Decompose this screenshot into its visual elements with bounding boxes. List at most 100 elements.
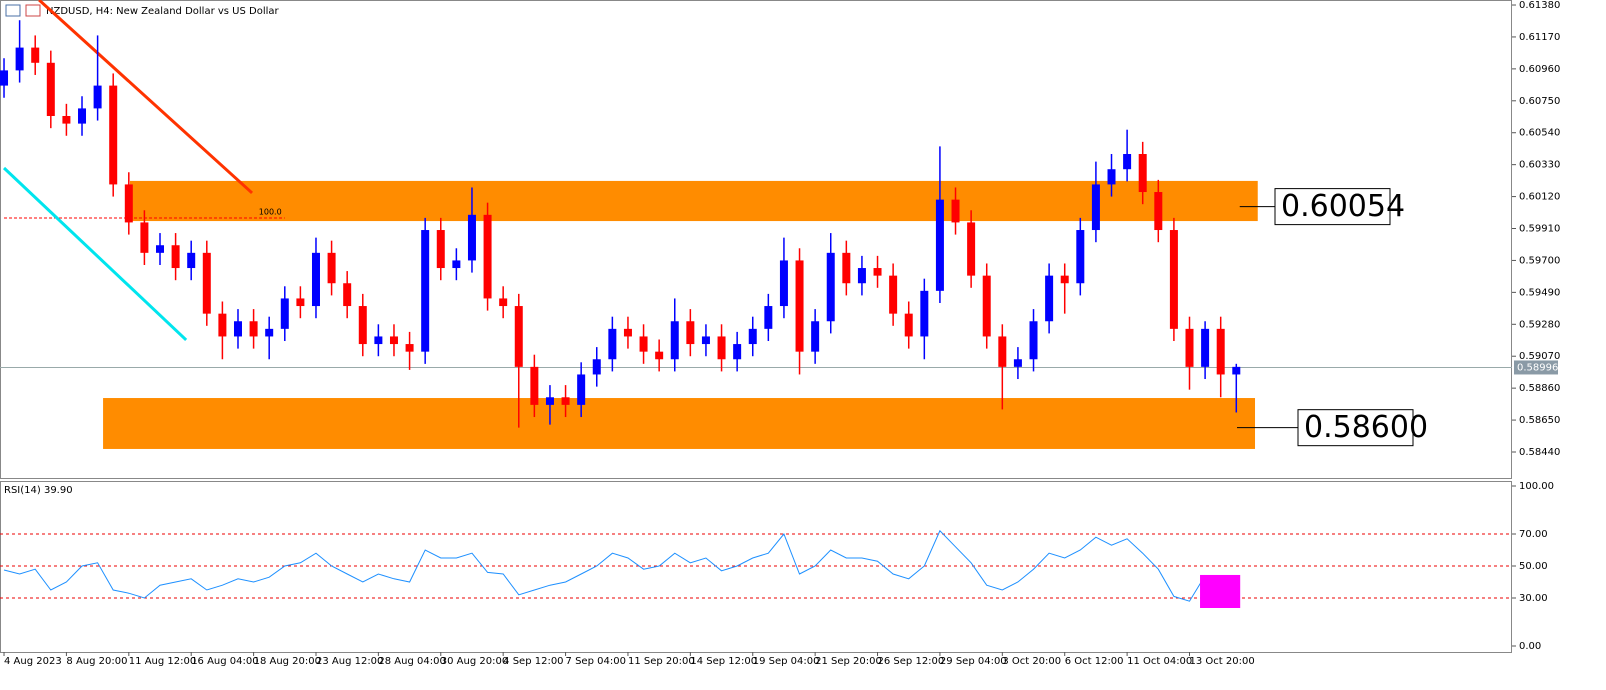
candle-body (171, 245, 180, 269)
candle-body (967, 222, 976, 276)
candle-body (623, 328, 632, 337)
price-panel (0, 0, 1512, 479)
candle-body (265, 328, 274, 337)
x-tick-label: 29 Sep 04:00 (940, 656, 1007, 667)
candle-body (1232, 366, 1241, 375)
candle-body (280, 298, 289, 329)
x-tick-label: 11 Oct 04:00 (1127, 656, 1192, 667)
x-tick-label: 4 Sep 12:00 (503, 656, 563, 667)
candle-body (904, 313, 913, 337)
candle-body (1185, 328, 1194, 367)
candle-body (655, 351, 664, 360)
candle-body (467, 214, 476, 261)
x-tick-label: 26 Sep 12:00 (878, 656, 945, 667)
rsi-highlight (1200, 574, 1241, 608)
x-tick-label: 11 Sep 20:00 (628, 656, 695, 667)
candle-body (0, 70, 9, 86)
candle-body (202, 252, 211, 314)
rsi-line (3, 529, 1237, 602)
candle-body (358, 306, 367, 345)
trend-line (2, 166, 188, 342)
candle-body (109, 85, 118, 185)
candle-body (701, 336, 710, 345)
zone-label-box (1297, 409, 1414, 447)
y-tick-label: 0.59490 (1519, 287, 1560, 298)
candle-body (686, 321, 695, 345)
candle-body (187, 252, 196, 269)
rsi-tick-label: 0.00 (1519, 641, 1541, 652)
candle-body (717, 336, 726, 360)
candle-body (842, 252, 851, 284)
chart-title: NZDUSD, H4: New Zealand Dollar vs US Dol… (46, 6, 280, 17)
y-tick-label: 0.61170 (1519, 32, 1560, 43)
x-tick-label: 30 Aug 20:00 (441, 656, 508, 667)
candle-body (140, 222, 149, 253)
y-tick-label: 0.58860 (1519, 383, 1560, 394)
y-tick-label: 0.59070 (1519, 351, 1560, 362)
candle-body (608, 328, 617, 360)
candle-body (483, 214, 492, 299)
candle-body (452, 260, 461, 269)
candle-body (889, 275, 898, 314)
candle-body (93, 85, 102, 109)
candle-body (1216, 328, 1225, 375)
candle-body (62, 116, 71, 124)
x-tick-label: 16 Aug 04:00 (191, 656, 258, 667)
indicator-title: RSI(14) 39.90 (4, 485, 73, 496)
y-tick-label: 0.58650 (1519, 415, 1560, 426)
candle-body (436, 230, 445, 269)
candle-body (499, 298, 508, 307)
candle-body (857, 268, 866, 284)
candle-body (764, 306, 773, 329)
y-tick-label: 0.59700 (1519, 255, 1560, 266)
candle-body (795, 260, 804, 352)
candle-body (733, 344, 742, 360)
candle-body (811, 321, 820, 352)
x-tick-label: 6 Oct 12:00 (1065, 656, 1124, 667)
rsi-tick-label: 30.00 (1519, 593, 1548, 604)
x-tick-label: 3 Oct 20:00 (1002, 656, 1061, 667)
candle-body (873, 268, 882, 276)
y-tick-label: 0.60750 (1519, 96, 1560, 107)
candle-body (1154, 192, 1163, 231)
candle-body (982, 275, 991, 337)
candle-body (78, 108, 87, 124)
rsi-panel (0, 481, 1512, 653)
candle-body (530, 366, 539, 405)
symbol-icon[interactable] (25, 4, 41, 17)
candle-body (998, 336, 1007, 367)
x-tick-label: 23 Aug 12:00 (316, 656, 383, 667)
candle-body (748, 328, 757, 345)
y-tick-label: 0.58440 (1519, 447, 1560, 458)
trend-line (38, 0, 254, 195)
y-tick-label: 0.59910 (1519, 224, 1560, 235)
x-tick-label: 8 Aug 20:00 (66, 656, 127, 667)
y-tick-label: 0.60120 (1519, 192, 1560, 203)
menu-icon[interactable] (5, 4, 21, 17)
x-tick-label: 28 Aug 04:00 (378, 656, 445, 667)
y-tick-label: 0.60330 (1519, 160, 1560, 171)
candle-body (296, 298, 305, 307)
candle-body (1107, 169, 1116, 185)
candle-body (514, 306, 523, 367)
x-tick-label: 11 Aug 12:00 (129, 656, 196, 667)
candle-body (1060, 275, 1069, 284)
candle-body (577, 374, 586, 405)
candle-body (15, 47, 24, 71)
y-tick-label: 0.61380 (1519, 0, 1560, 11)
candle-body (1091, 184, 1100, 231)
candle-body (31, 47, 40, 63)
candle-body (1123, 154, 1132, 170)
last-price-box (1514, 360, 1558, 375)
zone (103, 398, 1256, 449)
rsi-tick-label: 100.00 (1519, 481, 1554, 492)
candle-body (561, 397, 570, 405)
last-price-label: 0.58996 (1517, 362, 1558, 373)
candle-body (1169, 230, 1178, 329)
candle-body (46, 62, 55, 117)
candle-body (639, 336, 648, 352)
candle-body (1201, 328, 1210, 367)
x-tick-label: 14 Sep 12:00 (690, 656, 757, 667)
candle-body (327, 252, 336, 284)
candle-body (374, 336, 383, 345)
